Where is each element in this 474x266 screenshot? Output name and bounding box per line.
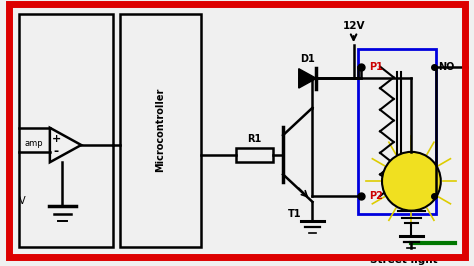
Text: P2: P2 [369, 191, 383, 201]
Text: D1: D1 [300, 54, 315, 64]
Text: R1: R1 [247, 134, 262, 144]
Text: V: V [18, 197, 25, 206]
Bar [18, 14, 112, 247]
Text: NO: NO [438, 62, 454, 72]
Circle shape [382, 152, 441, 211]
Text: 12V: 12V [342, 21, 365, 31]
Text: P1: P1 [369, 62, 383, 72]
Text: Street light: Street light [370, 255, 438, 265]
Text: T1: T1 [288, 209, 301, 219]
Text: amp: amp [25, 139, 44, 148]
Polygon shape [299, 69, 316, 88]
Bar [120, 14, 201, 247]
Text: +: + [52, 134, 61, 144]
Bar [236, 148, 273, 162]
Text: Microcontroller: Microcontroller [155, 88, 165, 172]
Text: -: - [54, 146, 59, 159]
Bar [357, 49, 436, 214]
